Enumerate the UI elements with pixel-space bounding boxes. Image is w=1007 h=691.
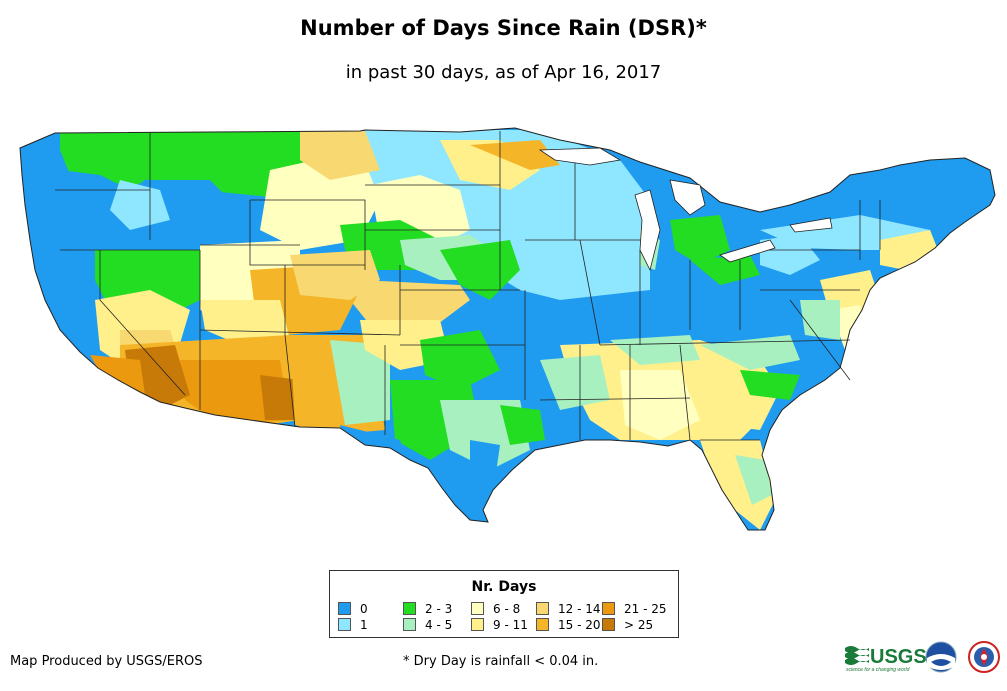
legend-swatch-2 (403, 602, 416, 615)
legend-swatch-6 (536, 602, 549, 615)
legend-label-8: 21 - 25 (624, 602, 667, 616)
legend-swatch-8 (602, 602, 615, 615)
legend-item-0: 0 (338, 602, 368, 616)
legend-swatch-0 (338, 602, 351, 615)
legend-box: Nr. Days 0 1 2 - 3 4 - 5 6 - 8 9 - 11 12… (329, 570, 679, 638)
legend-swatch-7 (536, 618, 549, 631)
legend-item-7: 15 - 20 (536, 618, 601, 632)
legend-label-7: 15 - 20 (558, 618, 601, 632)
legend-item-4: 6 - 8 (471, 602, 520, 616)
legend-swatch-3 (403, 618, 416, 631)
legend-label-2: 2 - 3 (425, 602, 453, 616)
legend-item-5: 9 - 11 (471, 618, 528, 632)
legend-swatch-1 (338, 618, 351, 631)
legend-item-6: 12 - 14 (536, 602, 601, 616)
agency-logos: USGS science for a changing world (845, 641, 1000, 673)
dry-day-footnote: * Dry Day is rainfall < 0.04 in. (403, 654, 599, 669)
legend-item-8: 21 - 25 (602, 602, 667, 616)
map-credit: Map Produced by USGS/EROS (10, 654, 203, 669)
legend-label-3: 4 - 5 (425, 618, 453, 632)
legend-swatch-9 (602, 618, 615, 631)
legend-label-0: 0 (360, 602, 368, 616)
legend-label-6: 12 - 14 (558, 602, 601, 616)
legend-swatch-5 (471, 618, 484, 631)
legend-item-3: 4 - 5 (403, 618, 452, 632)
legend-label-5: 9 - 11 (493, 618, 528, 632)
nws-logo (968, 641, 1000, 673)
map-subtitle: in past 30 days, as of Apr 16, 2017 (345, 62, 662, 83)
legend-item-9: > 25 (602, 618, 653, 632)
usgs-tagline: science for a changing world (846, 667, 910, 673)
usgs-logo: USGS science for a changing world (845, 646, 927, 673)
legend-item-2: 2 - 3 (403, 602, 452, 616)
legend-title: Nr. Days (471, 579, 537, 595)
noaa-logo (925, 641, 957, 673)
us-dsr-map (19, 127, 996, 531)
legend-item-1: 1 (338, 618, 368, 632)
usgs-wordmark: USGS (870, 646, 927, 668)
map-title: Number of Days Since Rain (DSR)* (300, 16, 707, 40)
legend-label-9: > 25 (624, 618, 654, 632)
legend-swatch-4 (471, 602, 484, 615)
legend-label-1: 1 (360, 618, 368, 632)
legend-label-4: 6 - 8 (493, 602, 521, 616)
